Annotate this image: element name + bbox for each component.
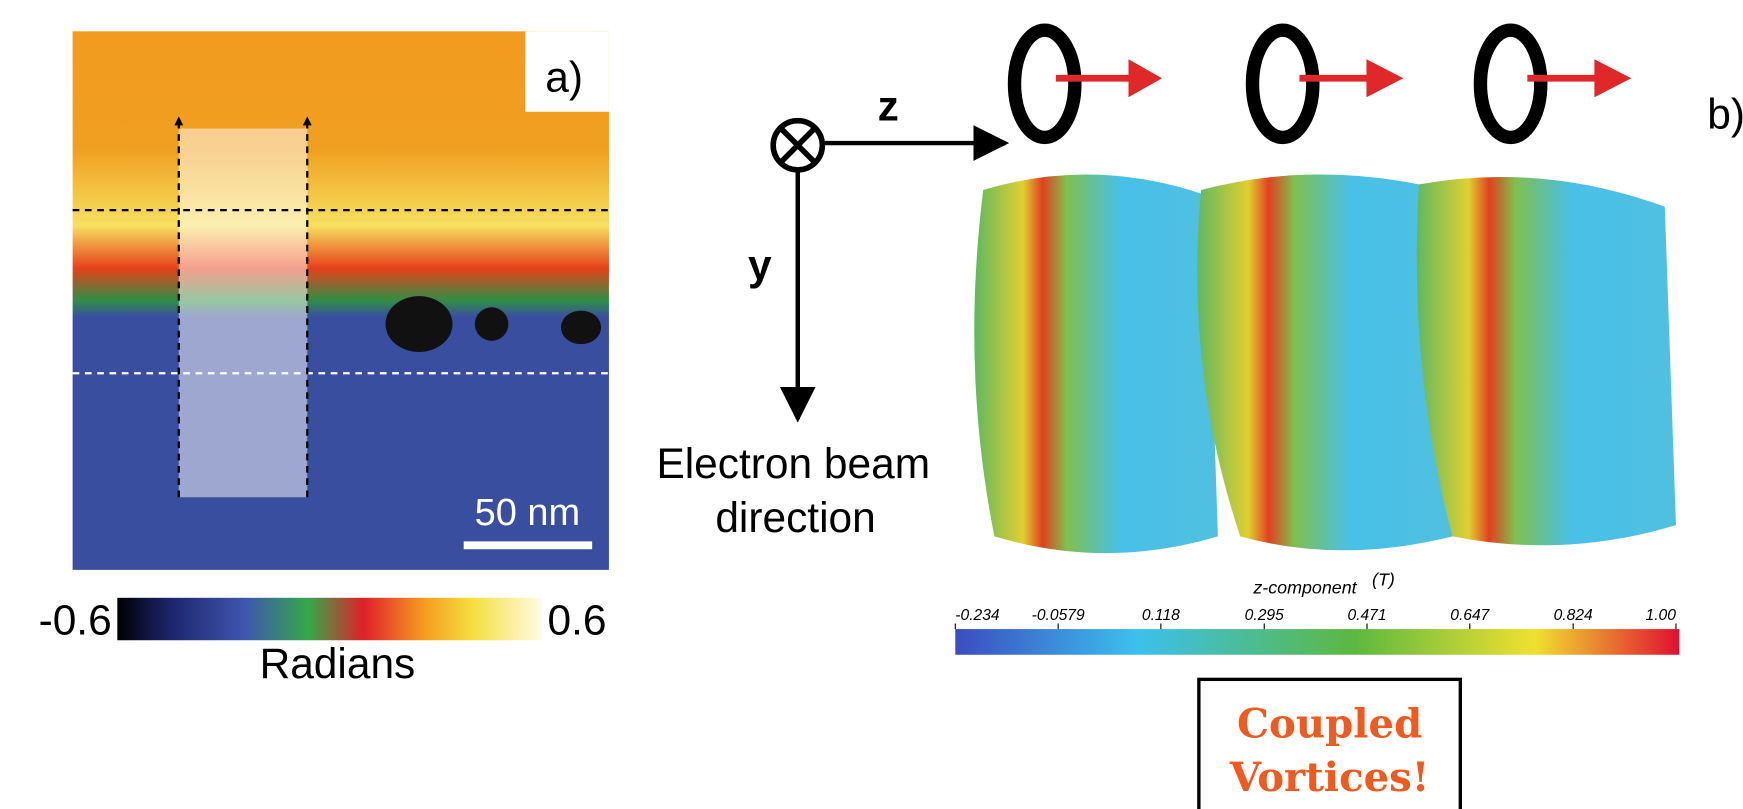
colorbar-tick-label: -0.234 — [955, 607, 1000, 624]
colorbar-tick-label: 0.471 — [1347, 607, 1386, 624]
axis-label: y — [748, 241, 772, 288]
vortex-icons — [1007, 23, 1632, 145]
colorbar-tick-label: -0.6 — [39, 597, 112, 644]
panel-label: b) — [1707, 91, 1743, 138]
callout-text: Vortices! — [1229, 754, 1430, 801]
phase-image — [72, 31, 609, 570]
colorbar-tick-label: -0.0579 — [1032, 607, 1085, 624]
axes-diagram — [770, 117, 1010, 423]
colorbar-tick-label: 0.6 — [547, 597, 606, 644]
colorbar — [117, 597, 542, 641]
colorbar-tick-label: 0.647 — [1450, 607, 1490, 624]
colorbar-unit: (T) — [1372, 570, 1395, 590]
colorbar-tick-label: 0.824 — [1554, 607, 1593, 624]
axis-label: z — [878, 83, 899, 130]
colorbar-label: Radians — [260, 640, 416, 687]
colorbar-title: z-component — [1252, 577, 1357, 597]
beam-label: direction — [715, 494, 875, 541]
scale-bar-label: 50 nm — [475, 492, 581, 534]
panel-label: a) — [545, 54, 583, 101]
vortex-simulation — [974, 174, 1676, 554]
colorbar-tick-label: 0.118 — [1142, 607, 1180, 624]
callout-text: Coupled — [1237, 700, 1422, 747]
colorbar-tick-label: 1.00 — [1646, 607, 1677, 624]
callout-box — [1197, 677, 1462, 809]
colorbar — [955, 629, 1680, 655]
beam-label: Electron beam — [656, 440, 930, 487]
colorbar-tick-label: 0.295 — [1245, 607, 1284, 624]
